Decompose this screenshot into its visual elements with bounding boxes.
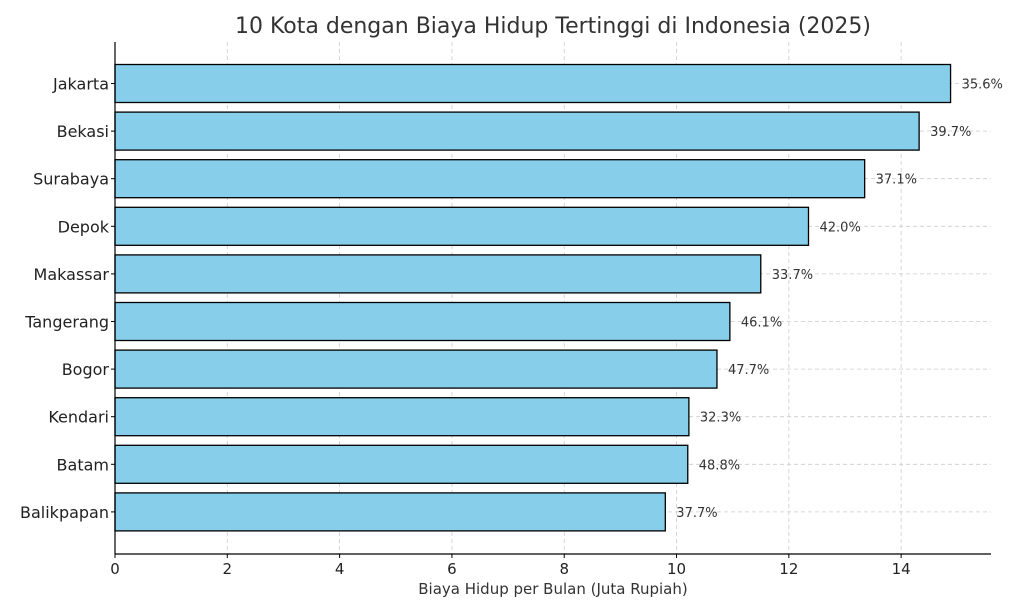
- x-tick-labels: 0 2 4 6 8 10 12 14: [110, 560, 910, 578]
- category-label-makassar: Makassar: [34, 265, 110, 284]
- axes: [111, 42, 991, 558]
- x-tick-label-6: 12: [779, 560, 798, 578]
- data-labels: 35.6% 39.7% 37.1% 42.0% 33.7% 46.1% 47.7% 32.3%…: [676, 78, 1003, 521]
- x-tick-label-4: 8: [559, 560, 569, 578]
- category-label-depok: Depok: [58, 217, 110, 236]
- x-tick-label-5: 10: [667, 560, 686, 578]
- bar-balikpapan: [114, 492, 666, 532]
- data-label-tangerang: 46.1%: [741, 316, 782, 331]
- data-label-depok: 42.0%: [820, 220, 861, 235]
- bar-surabaya: [114, 159, 866, 199]
- data-label-kendari: 32.3%: [700, 411, 741, 426]
- category-label-jakarta: Jakarta: [52, 75, 109, 94]
- bar-batam: [114, 444, 689, 484]
- bar-tangerang: [114, 301, 731, 342]
- x-tick-label-2: 4: [335, 560, 345, 578]
- x-tick-label-1: 2: [223, 560, 233, 578]
- x-axis-label: Biaya Hidup per Bulan (Juta Rupiah): [418, 580, 688, 598]
- category-label-kendari: Kendari: [48, 408, 109, 427]
- x-tick-label-7: 14: [892, 560, 911, 578]
- bar-kendari: [114, 397, 690, 437]
- data-label-bekasi: 39.7%: [930, 125, 971, 140]
- data-label-batam: 48.8%: [699, 458, 740, 473]
- data-label-balikpapan: 37.7%: [676, 506, 717, 521]
- category-label-batam: Batam: [57, 455, 109, 474]
- category-labels: Jakarta Bekasi Surabaya Depok Makassar Tanger…: [20, 75, 110, 522]
- bar-bogor: [114, 349, 718, 389]
- bar-bekasi: [114, 111, 920, 151]
- category-label-bekasi: Bekasi: [57, 122, 109, 141]
- x-tick-label-3: 6: [447, 560, 457, 578]
- chart-title: 10 Kota dengan Biaya Hidup Tertinggi di …: [235, 14, 871, 39]
- data-label-surabaya: 37.1%: [876, 173, 917, 188]
- data-label-bogor: 47.7%: [728, 363, 769, 378]
- data-label-jakarta: 35.6%: [962, 78, 1003, 93]
- data-label-makassar: 33.7%: [772, 268, 813, 283]
- category-label-surabaya: Surabaya: [33, 170, 109, 189]
- category-label-balikpapan: Balikpapan: [20, 503, 109, 522]
- bar-depok: [114, 206, 810, 246]
- bars: [114, 63, 952, 532]
- x-tick-label-0: 0: [110, 560, 120, 578]
- bar-jakarta: [114, 63, 952, 104]
- category-label-tangerang: Tangerang: [24, 313, 109, 332]
- category-label-bogor: Bogor: [62, 360, 110, 379]
- bar-makassar: [114, 254, 762, 294]
